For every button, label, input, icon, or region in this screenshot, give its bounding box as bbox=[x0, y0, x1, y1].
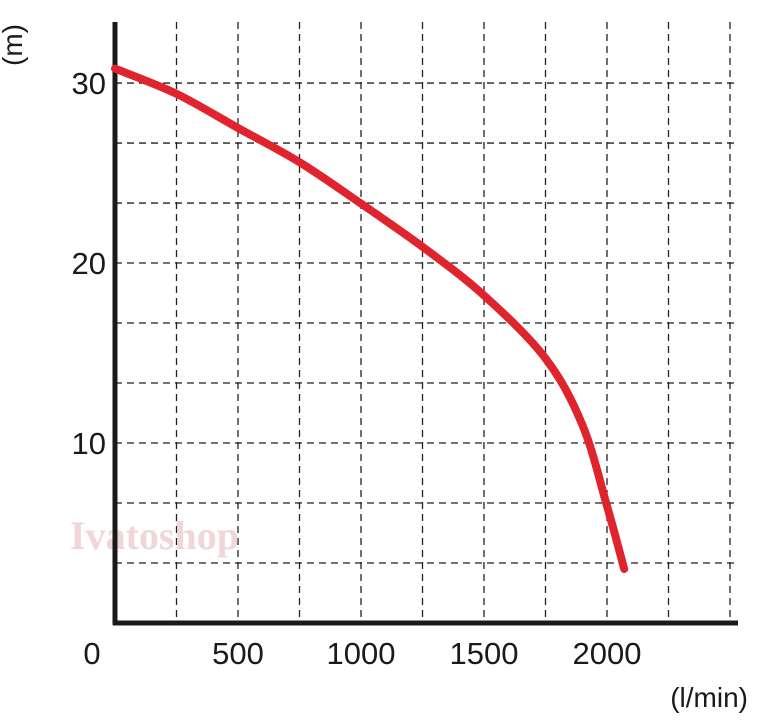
grid-lines bbox=[115, 22, 738, 623]
x-tick-label: 1000 bbox=[327, 636, 396, 671]
x-tick-label: 1500 bbox=[450, 636, 519, 671]
x-tick-labels: 500 1000 1500 2000 bbox=[212, 636, 641, 671]
series-line bbox=[111, 64, 629, 573]
x-axis-unit-label: (l/min) bbox=[670, 682, 748, 713]
y-tick-labels: 10 20 30 bbox=[72, 66, 106, 461]
watermark: Ivatoshop bbox=[70, 513, 239, 558]
y-tick-label: 20 bbox=[72, 246, 106, 281]
y-tick-label: 10 bbox=[72, 426, 106, 461]
axes bbox=[112, 22, 738, 626]
x-tick-label: 2000 bbox=[573, 636, 642, 671]
origin-label: 0 bbox=[83, 636, 100, 671]
y-tick-label: 30 bbox=[72, 66, 106, 101]
x-tick-label: 500 bbox=[212, 636, 264, 671]
series-group bbox=[111, 64, 629, 573]
y-axis-unit-label: (m) bbox=[0, 24, 28, 66]
